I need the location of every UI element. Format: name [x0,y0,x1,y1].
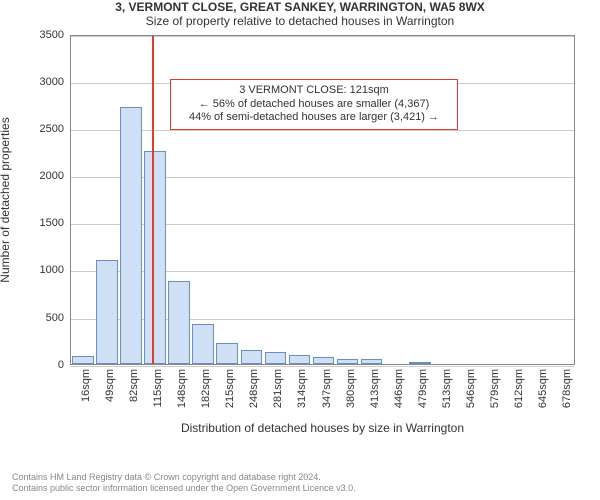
y-tick-label: 2500 [40,123,70,135]
chart-title-line1: 3, VERMONT CLOSE, GREAT SANKEY, WARRINGT… [0,0,600,14]
x-tick-label: 115sqm [152,369,164,407]
chart-title-line2: Size of property relative to detached ho… [0,14,600,28]
property-marker-line [152,36,154,364]
x-axis-label: Distribution of detached houses by size … [70,421,575,435]
x-tick-label: 479sqm [417,369,429,408]
x-tick-label: 49sqm [104,369,116,402]
histogram-bar [216,343,238,364]
histogram-bar [289,355,311,363]
y-tick-label: 0 [58,359,70,371]
x-tick-label: 579sqm [489,369,501,408]
histogram-bar [265,352,287,363]
x-tick-label: 446sqm [393,369,405,408]
callout-line2: ← 56% of detached houses are smaller (4,… [179,98,449,112]
callout-line1: 3 VERMONT CLOSE: 121sqm [179,84,449,98]
y-axis-label: Number of detached properties [0,117,12,282]
gridline [71,366,574,367]
histogram-bar [144,151,166,364]
y-tick-label: 3000 [40,76,70,88]
y-tick-label: 500 [46,312,70,324]
chart-area: 3 VERMONT CLOSE: 121sqm ← 56% of detache… [70,35,575,365]
histogram-bar [409,362,431,364]
x-tick-label: 314sqm [296,369,308,408]
histogram-bar [72,356,94,364]
x-tick-label: 380sqm [345,369,357,408]
y-tick-label: 1500 [40,217,70,229]
x-tick-label: 16sqm [80,369,92,402]
x-tick-label: 182sqm [200,369,212,408]
histogram-bar [313,357,335,364]
property-callout: 3 VERMONT CLOSE: 121sqm ← 56% of detache… [170,79,458,130]
attribution: Contains HM Land Registry data © Crown c… [12,472,356,494]
callout-line3: 44% of semi-detached houses are larger (… [179,111,449,125]
attribution-line1: Contains HM Land Registry data © Crown c… [12,472,356,483]
gridline [71,130,574,131]
x-tick-label: 148sqm [176,369,188,408]
x-tick-label: 513sqm [441,369,453,408]
attribution-line2: Contains public sector information licen… [12,483,356,494]
figure: { "titles": { "line1": "3, VERMONT CLOSE… [0,0,600,500]
histogram-bar [192,324,214,364]
histogram-bar [241,350,263,364]
x-tick-label: 215sqm [224,369,236,408]
x-tick-label: 678sqm [561,369,573,408]
histogram-bar [337,359,359,364]
x-tick-label: 413sqm [369,369,381,408]
y-tick-label: 1000 [40,264,70,276]
x-tick-label: 281sqm [272,369,284,408]
x-tick-label: 546sqm [465,369,477,408]
x-tick-label: 347sqm [321,369,333,408]
x-tick-label: 612sqm [513,369,525,408]
y-tick-label: 3500 [40,29,70,41]
histogram-bar [96,260,118,364]
x-tick-label: 645sqm [537,369,549,408]
x-tick-label: 248sqm [248,369,260,408]
y-tick-label: 2000 [40,170,70,182]
histogram-bar [361,359,383,364]
x-tick-label: 82sqm [128,369,140,402]
histogram-bar [120,107,142,363]
histogram-bar [168,281,190,364]
gridline [71,36,574,37]
